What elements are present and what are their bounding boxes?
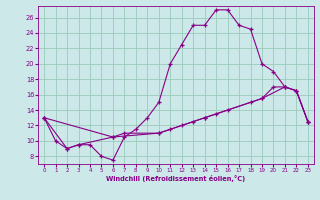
X-axis label: Windchill (Refroidissement éolien,°C): Windchill (Refroidissement éolien,°C)	[106, 175, 246, 182]
